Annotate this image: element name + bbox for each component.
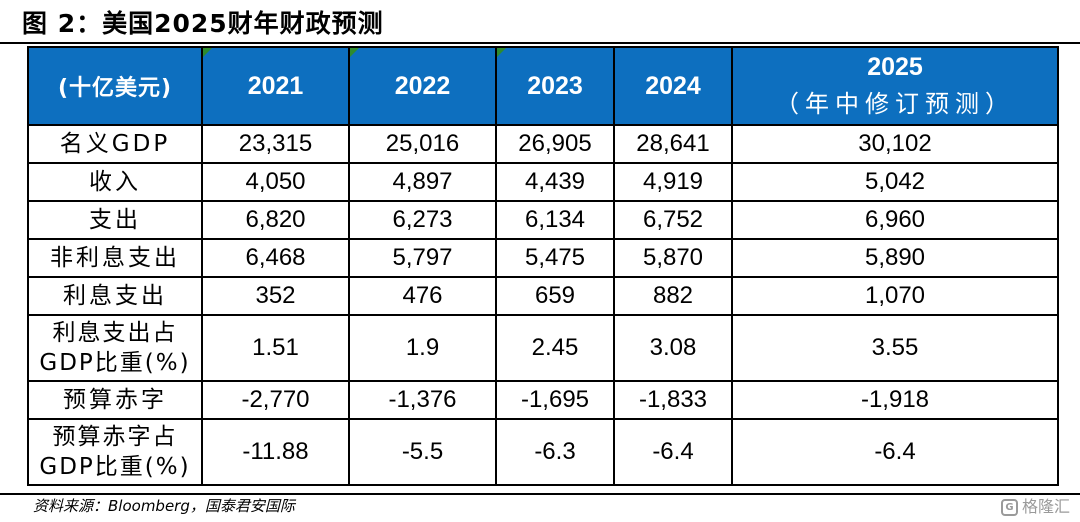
row-label-line: 预算赤字占 bbox=[52, 424, 178, 450]
watermark-text: 格隆汇 bbox=[1021, 497, 1070, 516]
watermark: G 格隆汇 bbox=[1000, 495, 1070, 519]
title-divider bbox=[0, 42, 1080, 44]
table-cell: 5,890 bbox=[731, 238, 1059, 278]
year-label: 2021 bbox=[247, 71, 304, 100]
row-label-line: GDP比重(%) bbox=[39, 350, 191, 376]
table-cell: 26,905 bbox=[495, 124, 615, 164]
cell-corner-marker bbox=[350, 48, 359, 57]
year-label: 2023 bbox=[527, 71, 583, 100]
table-cell: 6,752 bbox=[613, 200, 733, 240]
row-label: 名义GDP bbox=[27, 124, 203, 164]
forecast-note: （年中修订预测） bbox=[775, 90, 1015, 118]
table-cell: 5,475 bbox=[495, 238, 615, 278]
table-row: 非利息支出 6,468 5,797 5,475 5,870 5,890 bbox=[27, 238, 1059, 278]
table-cell: 30,102 bbox=[731, 124, 1059, 164]
table-cell: 1.9 bbox=[348, 314, 497, 382]
row-label-line: 利息支出占 bbox=[52, 320, 178, 346]
table-cell: 5,797 bbox=[348, 238, 497, 278]
table-cell: 4,919 bbox=[613, 162, 733, 202]
table-cell: -1,833 bbox=[613, 380, 733, 420]
cell-corner-marker bbox=[497, 48, 506, 57]
table-row: 预算赤字 -2,770 -1,376 -1,695 -1,833 -1,918 bbox=[27, 380, 1059, 420]
table-cell: 4,897 bbox=[348, 162, 497, 202]
cell-corner-marker bbox=[203, 48, 212, 57]
unit-header: (十亿美元) bbox=[27, 46, 203, 126]
row-label: 预算赤字 bbox=[27, 380, 203, 420]
year-header-2021: 2021 bbox=[201, 46, 350, 126]
year-header-2025: 2025 （年中修订预测） bbox=[731, 46, 1059, 126]
year-header-2023: 2023 bbox=[495, 46, 615, 126]
row-label: 收入 bbox=[27, 162, 203, 202]
table-row: 收入 4,050 4,897 4,439 4,919 5,042 bbox=[27, 162, 1059, 202]
table-cell: 352 bbox=[201, 276, 350, 316]
table-cell: -1,695 bbox=[495, 380, 615, 420]
unit-header-label: (十亿美元) bbox=[57, 76, 173, 101]
table-row: 支出 6,820 6,273 6,134 6,752 6,960 bbox=[27, 200, 1059, 240]
table-cell: 5,042 bbox=[731, 162, 1059, 202]
table-cell: 23,315 bbox=[201, 124, 350, 164]
table-cell: 6,960 bbox=[731, 200, 1059, 240]
year-label: 2024 bbox=[645, 71, 701, 100]
bottom-divider bbox=[0, 493, 1080, 495]
table-cell: 28,641 bbox=[613, 124, 733, 164]
year-header-2022: 2022 bbox=[348, 46, 497, 126]
table-cell: 25,016 bbox=[348, 124, 497, 164]
row-label: 利息支出占 GDP比重(%) bbox=[27, 314, 203, 382]
table-cell: -1,918 bbox=[731, 380, 1059, 420]
table-cell: -5.5 bbox=[348, 418, 497, 486]
table-cell: 476 bbox=[348, 276, 497, 316]
table-cell: -6.4 bbox=[613, 418, 733, 486]
year-label: 2025 bbox=[867, 53, 923, 81]
table-cell: 882 bbox=[613, 276, 733, 316]
row-label: 支出 bbox=[27, 200, 203, 240]
table-cell: -1,376 bbox=[348, 380, 497, 420]
table-cell: 3.08 bbox=[613, 314, 733, 382]
table-body: 名义GDP 23,315 25,016 26,905 28,641 30,102 收入 4,0… bbox=[27, 124, 1059, 486]
row-label: 预算赤字占 GDP比重(%) bbox=[27, 418, 203, 486]
year-header-2024: 2024 bbox=[613, 46, 733, 126]
row-label: 利息支出 bbox=[27, 276, 203, 316]
table-cell: 659 bbox=[495, 276, 615, 316]
row-label: 非利息支出 bbox=[27, 238, 203, 278]
table-row: 利息支出 352 476 659 882 1,070 bbox=[27, 276, 1059, 316]
table-cell: 1.51 bbox=[201, 314, 350, 382]
table-cell: -2,770 bbox=[201, 380, 350, 420]
table-cell: -11.88 bbox=[201, 418, 350, 486]
watermark-logo-icon: G bbox=[1000, 498, 1018, 516]
figure-title: 图 2：美国2025财年财政预测 bbox=[22, 9, 384, 38]
table-cell: 6,820 bbox=[201, 200, 350, 240]
fiscal-forecast-table: (十亿美元) 2021 2022 2023 2024 2025 （年中修订预测） bbox=[27, 46, 1059, 486]
table-cell: -6.3 bbox=[495, 418, 615, 486]
table-cell: 4,439 bbox=[495, 162, 615, 202]
row-label-line: GDP比重(%) bbox=[39, 454, 191, 480]
table-cell: 2.45 bbox=[495, 314, 615, 382]
year-label: 2022 bbox=[394, 71, 451, 100]
table-cell: 6,468 bbox=[201, 238, 350, 278]
header-row: (十亿美元) 2021 2022 2023 2024 2025 （年中修订预测） bbox=[27, 46, 1059, 126]
source-note: 资料来源：Bloomberg，国泰君安国际 bbox=[33, 497, 295, 515]
table-cell: 4,050 bbox=[201, 162, 350, 202]
table-cell: 6,273 bbox=[348, 200, 497, 240]
table-cell: 5,870 bbox=[613, 238, 733, 278]
table-cell: 1,070 bbox=[731, 276, 1059, 316]
table-cell: -6.4 bbox=[731, 418, 1059, 486]
table-row: 名义GDP 23,315 25,016 26,905 28,641 30,102 bbox=[27, 124, 1059, 164]
table-row: 预算赤字占 GDP比重(%) -11.88 -5.5 -6.3 -6.4 -6.4 bbox=[27, 418, 1059, 486]
table-cell: 6,134 bbox=[495, 200, 615, 240]
table-row: 利息支出占 GDP比重(%) 1.51 1.9 2.45 3.08 3.55 bbox=[27, 314, 1059, 382]
table-cell: 3.55 bbox=[731, 314, 1059, 382]
